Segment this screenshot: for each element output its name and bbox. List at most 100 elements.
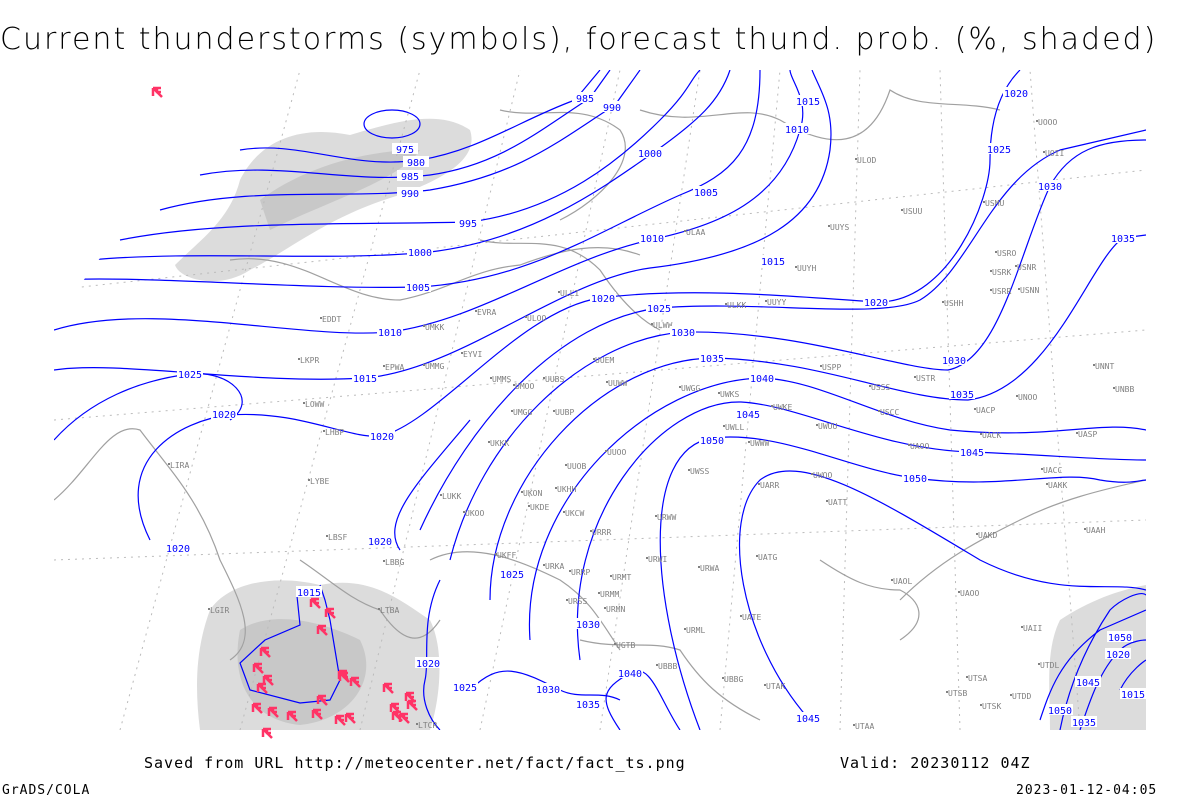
station-label: UKHH — [557, 485, 576, 494]
generation-timestamp: 2023-01-12-04:05 — [1016, 783, 1158, 798]
isobar-label: 1050 — [1048, 706, 1072, 717]
isobar-labels: 985 990 975 980 985 990 995 1000 1005 1010 1015 102… — [165, 87, 1146, 729]
station-label: USPP — [822, 363, 841, 372]
station-label: URWW — [657, 513, 676, 522]
station-label: UWKE — [773, 403, 792, 412]
station-label: UMMS — [492, 375, 511, 384]
isobar-label: 1035 — [700, 354, 724, 365]
isobar-label: 1030 — [576, 620, 600, 631]
isobar-label: 1025 — [647, 304, 671, 315]
station-label: ULOO — [527, 314, 546, 323]
valid-time: Valid: 20230112 04Z — [840, 754, 1031, 772]
isobar-label: 1000 — [408, 248, 432, 259]
thunderstorm-symbol-icon — [261, 727, 274, 740]
isobar-label: 1030 — [536, 685, 560, 696]
station-label: UKON — [523, 489, 542, 498]
station-label: LOWW — [305, 400, 324, 409]
station-label: UMMG — [425, 362, 444, 371]
station-label: URRP — [571, 568, 590, 577]
station-label: UAOO — [910, 442, 929, 451]
isobar-label: 1015 — [1121, 690, 1145, 701]
station-label: LTBA — [380, 606, 399, 615]
station-label: URMN — [606, 605, 625, 614]
station-label: UNNT — [1095, 362, 1114, 371]
map-area: ULAA ULOD UUYS UUYH ULLI ULKK UUYY EVRA ULOO UMKK… — [54, 70, 1146, 730]
station-labels: ULAA ULOD UUYS UUYH ULLI ULKK UUYY EVRA ULOO UMKK… — [168, 118, 1134, 730]
isobar-label: 1020 — [166, 544, 190, 555]
software-credit: GrADS/COLA — [2, 783, 91, 798]
station-label: USSS — [871, 383, 890, 392]
station-label: UWLL — [725, 423, 744, 432]
station-label: UWWW — [750, 439, 769, 448]
station-label: UAOO — [960, 589, 979, 598]
isobar-label: 1050 — [700, 436, 724, 447]
map-title: Current thunderstorms (symbols), forecas… — [0, 22, 1158, 57]
station-label: UMKK — [425, 323, 444, 332]
isobar-label: 985 — [576, 94, 594, 105]
isobar-label: 1015 — [761, 257, 785, 268]
station-label: UTSA — [968, 674, 987, 683]
station-label: UWSS — [690, 467, 709, 476]
station-label: UACC — [1043, 466, 1062, 475]
station-label: UGTB — [616, 641, 635, 650]
station-label: LBBG — [385, 558, 404, 567]
saved-from-url: Saved from URL http://meteocenter.net/fa… — [144, 754, 686, 772]
isobar-label: 1020 — [370, 432, 394, 443]
station-label: UOOO — [1038, 118, 1057, 127]
isobar-label: 1040 — [750, 374, 774, 385]
isobar-label: 990 — [603, 103, 621, 114]
station-label: UAOL — [893, 577, 912, 586]
station-label: LBSF — [328, 533, 347, 542]
station-label: ULAA — [686, 228, 705, 237]
station-label: UAAH — [1086, 526, 1105, 535]
station-label: UKKK — [490, 439, 509, 448]
station-label: UKFF — [497, 551, 516, 560]
isobar-label: 1030 — [942, 356, 966, 367]
station-label: LKPR — [300, 356, 319, 365]
isobar-label: 1015 — [796, 97, 820, 108]
station-label: UUYH — [797, 264, 816, 273]
station-label: UKDE — [530, 503, 549, 512]
station-label: URMM — [600, 590, 619, 599]
station-label: UTSB — [948, 689, 967, 698]
station-label: ULOD — [857, 156, 876, 165]
isobar-label: 985 — [401, 172, 419, 183]
station-label: UATT — [828, 498, 847, 507]
isobar-label: 1045 — [736, 410, 760, 421]
station-label: USUU — [903, 207, 922, 216]
isobar-label: 1005 — [406, 283, 430, 294]
station-label: USMU — [985, 199, 1004, 208]
isobar-label: 1020 — [1106, 650, 1130, 661]
station-label: UACK — [982, 431, 1001, 440]
isobar-label: 1015 — [353, 374, 377, 385]
station-label: ULWW — [653, 321, 672, 330]
station-label: URML — [686, 626, 705, 635]
station-label: UATG — [758, 553, 777, 562]
station-label: UTAK — [766, 682, 785, 691]
station-label: EPWA — [385, 363, 404, 372]
station-label: URWI — [648, 555, 667, 564]
station-label: UWGG — [681, 384, 700, 393]
station-label: UARR — [760, 481, 779, 490]
station-label: UMGG — [513, 408, 532, 417]
isobar-label: 1000 — [638, 149, 662, 160]
station-label: URKA — [545, 562, 564, 571]
isobar-label: 990 — [401, 189, 419, 200]
station-label: ULKK — [727, 301, 746, 310]
isobar-label: 1025 — [500, 570, 524, 581]
isobar-label: 1020 — [368, 537, 392, 548]
station-label: UUYS — [830, 223, 849, 232]
station-label: UUYY — [767, 298, 786, 307]
station-label: UBBG — [724, 675, 743, 684]
station-label: UATE — [742, 613, 761, 622]
isobar-label: 1040 — [618, 669, 642, 680]
station-label: UNBB — [1115, 385, 1134, 394]
station-label: URRR — [592, 528, 611, 537]
station-label: LHBP — [325, 428, 344, 437]
isobar-label: 1025 — [987, 145, 1011, 156]
station-label: LTCR — [418, 721, 437, 730]
station-label: LIRA — [170, 461, 189, 470]
isobar-label: 1050 — [903, 474, 927, 485]
station-label: URWA — [700, 564, 719, 573]
